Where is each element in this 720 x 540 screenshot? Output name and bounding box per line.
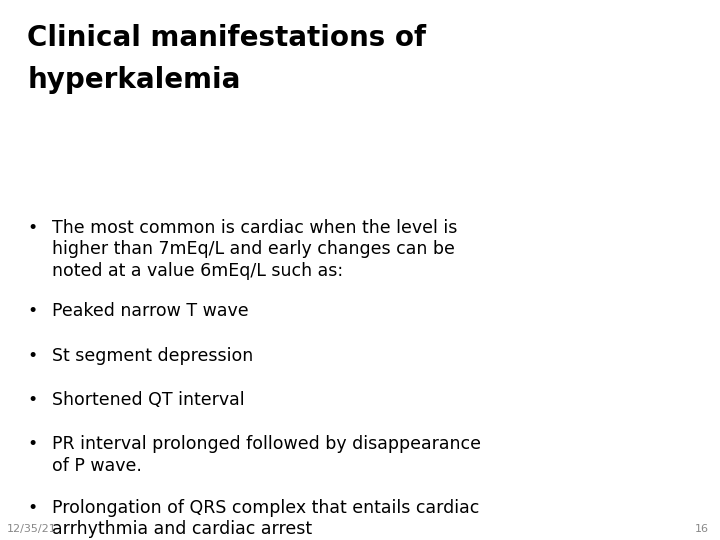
- Text: Peaked narrow T wave: Peaked narrow T wave: [52, 302, 248, 320]
- Text: •: •: [27, 219, 37, 237]
- Text: •: •: [27, 391, 37, 409]
- Text: Shortened QT interval: Shortened QT interval: [52, 391, 245, 409]
- Text: The most common is cardiac when the level is
higher than 7mEq/L and early change: The most common is cardiac when the leve…: [52, 219, 457, 280]
- Text: PR interval prolonged followed by disappearance
of P wave.: PR interval prolonged followed by disapp…: [52, 435, 481, 475]
- Text: 16: 16: [696, 523, 709, 534]
- Text: Clinical manifestations of
hyperkalemia: Clinical manifestations of hyperkalemia: [27, 24, 426, 93]
- Text: •: •: [27, 499, 37, 517]
- Text: •: •: [27, 347, 37, 364]
- Text: St segment depression: St segment depression: [52, 347, 253, 364]
- Text: Prolongation of QRS complex that entails cardiac
arrhythmia and cardiac arrest: Prolongation of QRS complex that entails…: [52, 499, 480, 538]
- Text: •: •: [27, 435, 37, 453]
- Text: 12/35/21: 12/35/21: [7, 523, 57, 534]
- Text: •: •: [27, 302, 37, 320]
